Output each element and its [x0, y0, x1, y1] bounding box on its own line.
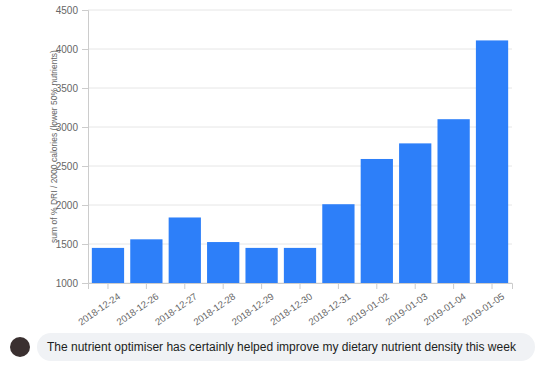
x-tick-mark: [376, 283, 377, 289]
x-tick-label: 2018-12-28: [191, 291, 237, 328]
x-tick-label: 2019-01-03: [383, 291, 429, 328]
y-tick-mark: [82, 127, 88, 128]
y-tick-mark: [82, 10, 88, 11]
bar: [361, 159, 393, 283]
plot: 1000 1500 2000 2500 3000 3500 4000 4500 2018-12-…: [56, 5, 513, 328]
x-tick-label: 2018-12-27: [153, 291, 199, 328]
x-tick-mark: [146, 283, 147, 289]
grid-line: [88, 88, 512, 89]
y-tick: 3500: [56, 83, 88, 94]
bar: [437, 119, 469, 283]
y-tick-label: 1000: [56, 278, 79, 289]
x-tick-mark: [415, 283, 416, 289]
x-tick-mark: [338, 283, 339, 289]
comment-text: The nutrient optimiser has certainly hel…: [47, 340, 517, 354]
bar: [169, 217, 201, 283]
grid-line: [88, 10, 512, 11]
bar: [130, 239, 162, 283]
x-tick-label: 2019-01-05: [460, 291, 506, 328]
grid-line: [88, 49, 512, 50]
x-axis: 2018-12-242018-12-262018-12-272018-12-28…: [76, 283, 512, 327]
x-tick-mark: [184, 283, 185, 289]
x-tick-mark: [107, 283, 108, 289]
y-axis-line: [82, 11, 89, 284]
x-tick-label: 2018-12-24: [76, 291, 122, 328]
y-tick-label: 4500: [56, 5, 79, 16]
y-tick: 4500: [56, 5, 88, 16]
y-tick: 2000: [56, 200, 88, 211]
y-tick-label: 3500: [56, 83, 79, 94]
bar: [245, 248, 277, 283]
y-tick-label: 1500: [56, 239, 79, 250]
bar: [207, 242, 239, 283]
x-tick-label: 2019-01-04: [422, 291, 468, 328]
x-tick-mark: [261, 283, 262, 289]
x-tick-label: 2018-12-30: [268, 291, 314, 328]
y-tick-label: 2500: [56, 161, 79, 172]
y-tick-mark: [82, 205, 88, 206]
bar: [399, 143, 431, 283]
y-tick-mark: [82, 49, 88, 50]
bar: [322, 204, 354, 283]
x-tick-label: 2019-01-02: [345, 291, 391, 328]
y-tick: 4000: [56, 44, 88, 55]
x-tick: 2019-01-05: [460, 283, 506, 327]
y-tick-label: 2000: [56, 200, 79, 211]
x-tick-label: 2018-12-29: [230, 291, 276, 328]
bar: [92, 248, 124, 283]
x-tick-label: 2018-12-26: [114, 291, 160, 328]
chart: 1000 1500 2000 2500 3000 3500 4000 4500 2018-12-…: [0, 0, 542, 369]
avatar: [10, 337, 30, 357]
x-tick-mark: [492, 283, 493, 289]
bar: [284, 248, 316, 283]
y-axis: 1000 1500 2000 2500 3000 3500 4000 4500: [56, 5, 89, 289]
bar: [476, 40, 508, 283]
x-axis-line: [89, 284, 513, 290]
y-tick: 1500: [56, 239, 88, 250]
x-tick-label: 2018-12-31: [306, 291, 352, 328]
y-tick: 2500: [56, 161, 88, 172]
comment-bubble: [37, 333, 535, 361]
y-tick-mark: [82, 244, 88, 245]
y-tick: 1000: [56, 278, 88, 289]
y-tick: 3000: [56, 122, 88, 133]
y-axis-title: sum of % DRI / 2000 calories (lower 50% …: [49, 50, 59, 243]
y-tick-label: 4000: [56, 44, 79, 55]
x-tick-mark: [223, 283, 224, 289]
y-tick-label: 3000: [56, 122, 79, 133]
y-tick-mark: [82, 283, 88, 284]
bars: [92, 40, 508, 283]
y-tick-mark: [82, 166, 88, 167]
y-tick-mark: [82, 88, 88, 89]
x-tick-mark: [300, 283, 301, 289]
x-tick-mark: [453, 283, 454, 289]
grid: [88, 10, 512, 283]
